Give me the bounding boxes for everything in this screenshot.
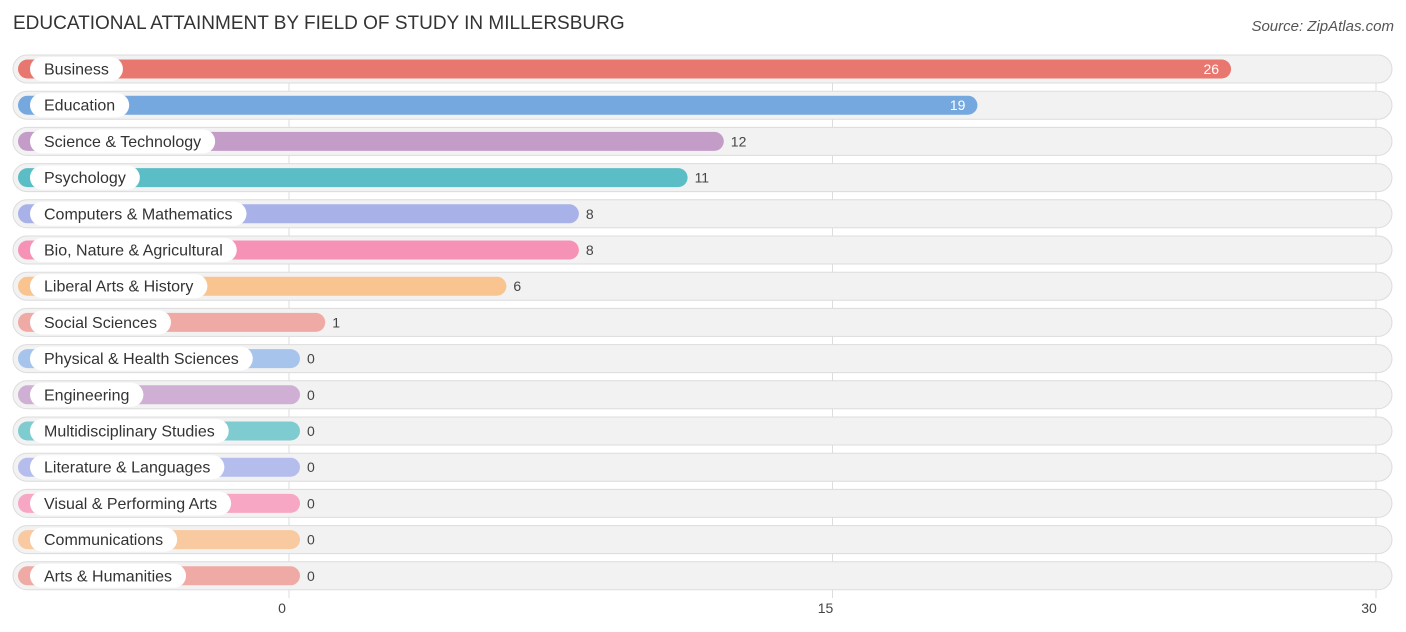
value-label: 11 [695,170,710,186]
bar-track [12,307,1393,337]
bar-row-business: Business 26 [12,54,1393,84]
value-label: 0 [307,568,315,584]
bar-psychology [18,168,688,188]
category-label: Education [44,98,115,115]
category-label-pill [30,165,140,190]
category-label-pill [30,382,144,407]
bar-row-physical-and-health-sciences: Physical & Health Sciences 0 [12,344,1393,374]
category-label: Communications [44,532,163,549]
bar-row-engineering: Engineering 0 [12,380,1393,410]
bar-track [12,561,1393,591]
bar-row-multidisciplinary-studies: Multidisciplinary Studies 0 [12,416,1393,446]
category-label-pill [30,563,187,588]
category-label: Visual & Performing Arts [44,496,217,513]
value-label: 0 [307,459,315,475]
bar-row-visual-and-performing-arts: Visual & Performing Arts 0 [12,488,1393,518]
bar-row-psychology: Psychology 11 [12,163,1393,193]
category-label-pill [30,129,216,154]
category-label-pill [30,491,232,516]
category-label-pill [30,201,247,226]
bar-business [18,59,1232,79]
bar-track [12,488,1393,518]
bar-row-arts-and-humanities: Arts & Humanities 0 [12,561,1393,591]
bar-row-bio-nature-and-agricultural: Bio, Nature & Agricultural 8 [12,235,1393,265]
bar-track [12,344,1393,374]
category-label: Science & Technology [44,134,201,151]
category-label: Multidisciplinary Studies [44,424,215,441]
category-label: Bio, Nature & Agricultural [44,243,223,260]
value-label: 0 [307,495,315,511]
x-axis: 0 15 30 [278,600,1377,616]
category-label: Literature & Languages [44,460,210,477]
value-label: 26 [1203,61,1219,77]
value-label: 8 [586,206,594,222]
value-label: 19 [950,97,966,113]
value-label: 0 [307,351,315,367]
category-label-pill [30,419,229,443]
chart-title: EDUCATIONAL ATTAINMENT BY FIELD OF STUDY… [13,13,625,34]
bar-rows: Business 26 Education 19 Science & Technolog… [12,54,1393,591]
category-label: Psychology [44,170,126,187]
category-label-pill [30,527,178,552]
bar-track [12,525,1393,555]
bar-row-education: Education 19 [12,90,1393,120]
bar-row-computers-and-mathematics: Computers & Mathematics 8 [12,199,1393,229]
category-label: Social Sciences [44,315,157,332]
category-label: Liberal Arts & History [44,279,193,296]
value-label: 0 [307,532,315,548]
category-label-pill [30,455,225,480]
value-label: 6 [513,278,521,294]
x-tick-label: 0 [278,600,286,616]
bar-track [12,380,1393,410]
bar-row-communications: Communications 0 [12,525,1393,555]
bar-row-social-sciences: Social Sciences 1 [12,307,1393,337]
bar-education [18,95,978,115]
category-label: Arts & Humanities [44,568,172,585]
bar-track [12,416,1393,446]
category-label: Engineering [44,387,129,404]
source-label: Source: ZipAtlas.com [1251,18,1394,35]
category-label-pill [30,57,123,81]
category-label: Physical & Health Sciences [44,351,239,368]
bar-row-literature-and-languages: Literature & Languages 0 [12,452,1393,482]
value-label: 0 [307,387,315,403]
category-label-pill [30,93,130,118]
bar-row-liberal-arts-and-history: Liberal Arts & History 6 [12,271,1393,301]
x-tick-label: 15 [818,600,834,616]
value-label: 8 [586,242,594,258]
category-label-pill [30,274,208,299]
category-label-pill [30,238,237,262]
value-label: 0 [307,423,315,439]
value-label: 1 [332,314,340,330]
bar-track [12,452,1393,482]
bar-row-science-and-technology: Science & Technology 12 [12,126,1393,156]
value-label: 12 [731,133,747,149]
category-label: Business [44,62,109,79]
category-label: Computers & Mathematics [44,206,233,223]
category-label-pill [30,310,171,335]
category-label-pill [30,346,253,371]
x-tick-label: 30 [1361,600,1377,616]
